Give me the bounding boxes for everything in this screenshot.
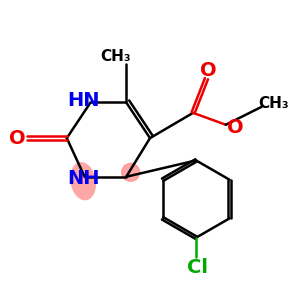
Text: Cl: Cl xyxy=(187,258,208,277)
Circle shape xyxy=(122,164,140,181)
Text: O: O xyxy=(9,129,26,148)
Text: CH₃: CH₃ xyxy=(259,96,289,111)
Text: HN: HN xyxy=(67,91,99,110)
Ellipse shape xyxy=(70,162,96,200)
Text: O: O xyxy=(227,118,244,137)
Text: CH₃: CH₃ xyxy=(100,49,131,64)
Text: NH: NH xyxy=(67,169,99,188)
Text: O: O xyxy=(200,61,216,80)
